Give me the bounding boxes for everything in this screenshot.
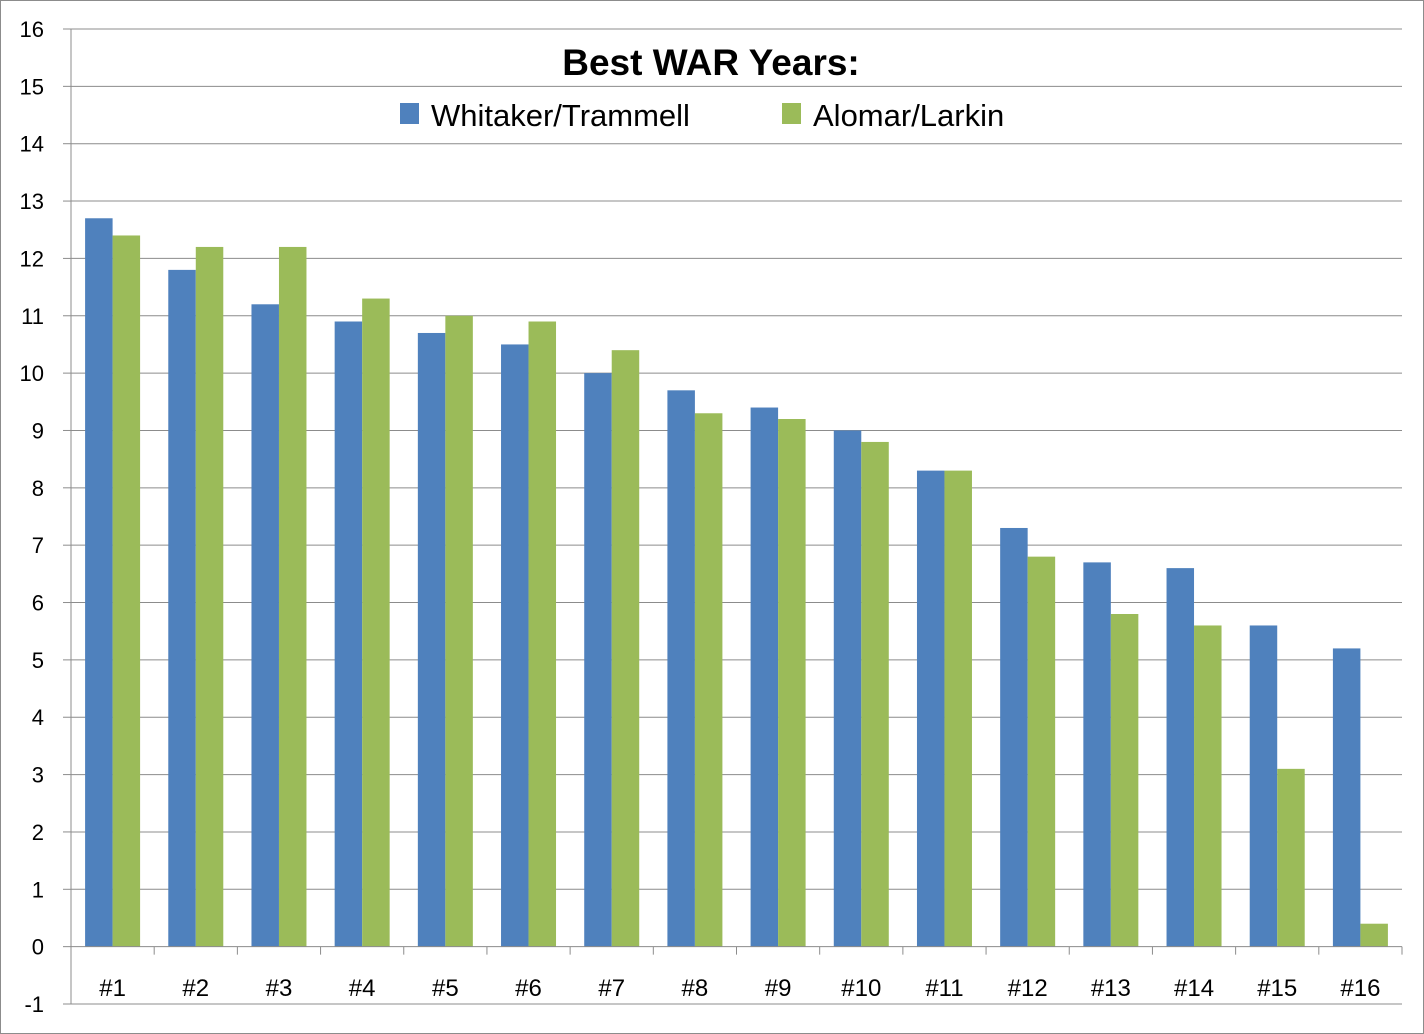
- legend: Whitaker/Trammell Alomar/Larkin: [400, 98, 1004, 133]
- bar-alomar-larkin-4: [362, 298, 390, 947]
- y-tick-label: 6: [32, 591, 44, 616]
- bar-whitaker-trammell-5: [417, 332, 446, 947]
- y-tick-label: 5: [32, 648, 44, 673]
- bar-whitaker-trammell-1: [85, 218, 113, 947]
- bar-whitaker-trammell-14: [1166, 568, 1195, 947]
- x-tick-label: #14: [1174, 975, 1214, 1002]
- bar-whitaker-trammell-3: [251, 304, 279, 947]
- x-tick-label: #6: [515, 975, 542, 1002]
- bar-whitaker-trammell-11: [916, 470, 945, 947]
- bar-alomar-larkin-10: [861, 441, 889, 947]
- bar-alomar-larkin-15: [1277, 768, 1305, 947]
- y-tick-label: 4: [32, 705, 44, 730]
- bar-alomar-larkin-12: [1027, 556, 1056, 947]
- chart-title: Best WAR Years:: [562, 42, 860, 83]
- x-tick-label: #11: [925, 975, 963, 1002]
- bar-whitaker-trammell-15: [1249, 625, 1278, 947]
- bar-alomar-larkin-5: [445, 315, 473, 947]
- bar-alomar-larkin-7: [611, 350, 640, 947]
- bar-whitaker-trammell-6: [501, 344, 529, 947]
- bar-alomar-larkin-8: [694, 413, 723, 947]
- y-tick-label: 0: [32, 935, 44, 960]
- bars: [85, 218, 1388, 947]
- y-tick-label: 11: [21, 304, 44, 329]
- x-tick-label: #13: [1091, 975, 1131, 1002]
- x-tick-label: #12: [1008, 975, 1048, 1002]
- bar-alomar-larkin-3: [278, 246, 307, 947]
- x-tick-label: #7: [598, 975, 625, 1002]
- legend-label-whitaker-trammell: Whitaker/Trammell: [431, 98, 690, 133]
- y-tick-label: 16: [20, 17, 44, 42]
- y-tick-label: 9: [32, 418, 44, 443]
- x-tick-label: #2: [182, 975, 209, 1002]
- y-tick-label: 1: [32, 877, 44, 902]
- y-tick-label: 7: [32, 533, 44, 558]
- x-tick-label: #3: [266, 975, 293, 1002]
- bar-whitaker-trammell-8: [667, 390, 695, 947]
- y-tick-label: 14: [20, 132, 44, 157]
- bar-whitaker-trammell-10: [833, 430, 862, 947]
- bar-alomar-larkin-1: [112, 235, 141, 947]
- bar-whitaker-trammell-16: [1332, 648, 1361, 947]
- bar-whitaker-trammell-12: [1000, 527, 1028, 947]
- x-tick-label: #1: [99, 975, 126, 1002]
- y-tick-label: -1: [24, 992, 44, 1017]
- bar-alomar-larkin-6: [528, 321, 557, 947]
- y-tick-label: 2: [32, 820, 44, 845]
- y-tick-label: 10: [20, 361, 44, 386]
- bar-alomar-larkin-9: [778, 419, 806, 947]
- bar-whitaker-trammell-4: [334, 321, 363, 947]
- bar-alomar-larkin-2: [195, 246, 224, 947]
- legend-swatch-whitaker-trammell: [400, 103, 419, 124]
- bar-whitaker-trammell-13: [1083, 562, 1111, 947]
- x-tick-label: #8: [682, 975, 709, 1002]
- x-tick-label: #9: [765, 975, 792, 1002]
- x-tick-label: #16: [1340, 975, 1380, 1002]
- bar-alomar-larkin-14: [1194, 625, 1222, 947]
- x-tick-labels: #1 #2 #3 #4 #5 #6 #7 #8 #9 #10 #11 #12 #13 #14 #15 #16: [99, 975, 1380, 1002]
- x-tick-label: #5: [432, 975, 459, 1002]
- bar-whitaker-trammell-7: [584, 373, 612, 947]
- legend-swatch-alomar-larkin: [782, 103, 801, 124]
- y-tick-label: 12: [20, 246, 44, 271]
- x-tick-label: #4: [349, 975, 376, 1002]
- bar-alomar-larkin-11: [944, 470, 972, 947]
- x-tick-label: #10: [841, 975, 881, 1002]
- axes: [63, 28, 1403, 1005]
- bar-whitaker-trammell-2: [168, 269, 196, 947]
- y-tick-label: 8: [32, 476, 44, 501]
- y-tick-label: 15: [20, 74, 44, 99]
- y-tick-label: 13: [20, 189, 44, 214]
- x-tick-label: #15: [1257, 975, 1297, 1002]
- bar-whitaker-trammell-9: [750, 407, 779, 947]
- bar-alomar-larkin-13: [1110, 614, 1139, 947]
- legend-label-alomar-larkin: Alomar/Larkin: [813, 98, 1004, 133]
- bar-alomar-larkin-16: [1360, 923, 1388, 947]
- y-tick-label: 3: [32, 763, 44, 788]
